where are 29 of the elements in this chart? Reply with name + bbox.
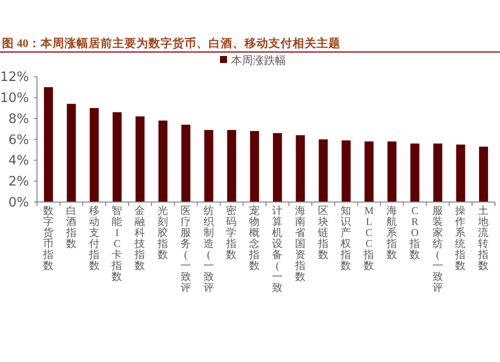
y-tick-label: 6% [8,132,29,148]
y-tick-label: 4% [8,154,29,169]
x-tick-label: 智能IC卡指数 [110,205,123,283]
y-tick-label: 8% [8,112,29,127]
x-tick-label: 操作系统指数 [454,205,466,272]
x-tick-label: 服装家纺(一致评 [432,205,444,294]
y-tick-label: 2% [8,174,29,190]
x-tick-label: 知识产权指数 [340,205,352,272]
x-tick-label: 医疗服务(一致评 [180,205,192,294]
y-tick-label: 12% [0,70,29,86]
x-tick-label: 数字货币指数 [42,205,54,272]
x-tick-label: 计算机设备(一致 [272,204,283,294]
x-tick-label: 纺织制造(一致评 [203,204,214,294]
x-tick-label: 白酒指数 [64,205,77,250]
x-tick-label: 海航系指数 [385,205,398,261]
legend-label: 本周涨跌幅 [231,54,286,67]
y-tick-label: 10% [0,91,29,106]
x-tick-label: MLCC指数 [362,206,375,272]
chart-title: 图 40：本周涨幅居前主要为数字货币、白酒、移动支付相关主题 [2,36,340,50]
x-tick-label: 宠物概念指数 [248,204,260,272]
x-tick-label: 金融科技指数 [134,205,146,272]
x-tick-label: 密码学指数 [225,204,238,261]
y-tick-label: 0% [8,196,29,210]
x-tick-label: 区块链指数 [316,205,329,261]
x-tick-label: 光刻胶指数 [156,204,168,261]
x-tick-label: 移动支付指数 [88,205,100,272]
x-tick-label: 海南省国资指数 [294,205,306,283]
x-tick-label: CRO指数 [408,206,420,261]
x-tick-label: 土地流转指数 [477,204,490,272]
